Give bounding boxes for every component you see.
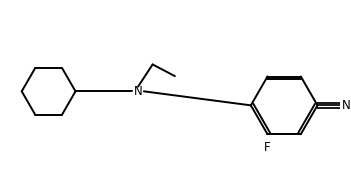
Text: N: N xyxy=(342,99,351,112)
Text: N: N xyxy=(134,85,143,98)
Text: F: F xyxy=(264,141,270,154)
